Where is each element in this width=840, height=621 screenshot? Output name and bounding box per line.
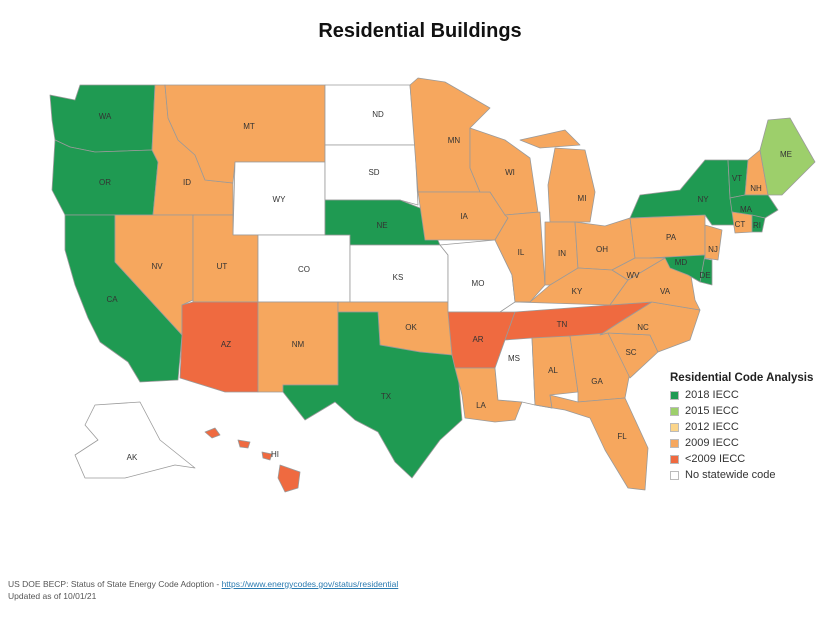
label-LA: LA xyxy=(476,401,486,410)
label-PA: PA xyxy=(666,233,677,242)
label-KS: KS xyxy=(393,273,404,282)
legend-label: 2012 IECC xyxy=(685,421,739,433)
state-RI[interactable] xyxy=(751,214,766,233)
label-FL: FL xyxy=(617,432,627,441)
source-line: US DOE BECP: Status of State Energy Code… xyxy=(8,578,398,590)
state-TX[interactable] xyxy=(282,311,463,479)
legend-item-2009[interactable]: 2009 IECC xyxy=(670,435,813,451)
updated-date: Updated as of 10/01/21 xyxy=(8,591,97,601)
state-FL[interactable] xyxy=(534,394,649,491)
legend-item-lt2009[interactable]: <2009 IECC xyxy=(670,451,813,467)
state-HI[interactable] xyxy=(204,427,301,493)
state-NY[interactable] xyxy=(629,159,736,226)
label-IL: IL xyxy=(518,248,525,257)
legend-items: 2018 IECC 2015 IECC 2012 IECC 2009 IECC … xyxy=(670,387,813,483)
label-TX: TX xyxy=(381,392,392,401)
label-MO: MO xyxy=(472,279,485,288)
label-AL: AL xyxy=(548,366,558,375)
state-NC[interactable] xyxy=(599,301,701,353)
legend-item-2018[interactable]: 2018 IECC xyxy=(670,387,813,403)
state-ND[interactable] xyxy=(324,84,416,146)
label-NE: NE xyxy=(376,221,387,230)
state-NJ[interactable] xyxy=(704,224,723,261)
label-MI: MI xyxy=(578,194,587,203)
label-UT: UT xyxy=(217,262,228,271)
label-GA: GA xyxy=(591,377,603,386)
label-MN: MN xyxy=(448,136,461,145)
label-CT: CT xyxy=(735,220,746,229)
label-TN: TN xyxy=(557,320,568,329)
legend-swatch xyxy=(670,406,679,416)
legend-label: 2009 IECC xyxy=(685,437,739,449)
label-MS: MS xyxy=(508,354,520,363)
label-ND: ND xyxy=(372,110,384,119)
label-AZ: AZ xyxy=(221,340,231,349)
label-ME: ME xyxy=(780,150,792,159)
legend-item-2015[interactable]: 2015 IECC xyxy=(670,403,813,419)
legend-swatch xyxy=(670,390,679,400)
label-SD: SD xyxy=(368,168,379,177)
label-MT: MT xyxy=(243,122,255,131)
label-NY: NY xyxy=(697,195,709,204)
state-MD[interactable] xyxy=(649,254,706,283)
legend-label: 2015 IECC xyxy=(685,405,739,417)
map-title: Residential Buildings xyxy=(318,20,522,42)
label-WA: WA xyxy=(99,112,112,121)
label-NV: NV xyxy=(151,262,163,271)
legend-swatch xyxy=(670,470,679,480)
legend-label: <2009 IECC xyxy=(685,453,746,465)
state-AZ[interactable] xyxy=(179,301,259,393)
legend-swatch xyxy=(670,438,679,448)
label-WV: WV xyxy=(627,271,641,280)
legend-label: 2018 IECC xyxy=(685,389,739,401)
label-OR: OR xyxy=(99,178,111,187)
label-ID: ID xyxy=(183,178,191,187)
label-AK: AK xyxy=(127,453,138,462)
state-OH[interactable] xyxy=(574,217,636,271)
label-VT: VT xyxy=(732,174,742,183)
label-WI: WI xyxy=(505,168,515,177)
label-CA: CA xyxy=(106,295,118,304)
label-WY: WY xyxy=(273,195,287,204)
footer: US DOE BECP: Status of State Energy Code… xyxy=(8,578,398,602)
state-AK[interactable] xyxy=(74,401,196,479)
label-DE: DE xyxy=(699,271,710,280)
legend-swatch xyxy=(670,422,679,432)
label-MD: MD xyxy=(675,258,688,267)
label-NM: NM xyxy=(292,340,305,349)
source-link[interactable]: https://www.energycodes.gov/status/resid… xyxy=(221,579,399,589)
legend: Residential Code Analysis 2018 IECC 2015… xyxy=(670,372,813,483)
label-VA: VA xyxy=(660,287,671,296)
legend-title: Residential Code Analysis xyxy=(670,372,814,384)
label-MA: MA xyxy=(740,205,753,214)
label-AR: AR xyxy=(472,335,483,344)
state-labels: WA OR CA ID NV MT WY UT AZ CO NM ND SD N… xyxy=(99,110,792,462)
label-IN: IN xyxy=(558,249,566,258)
label-OK: OK xyxy=(405,323,417,332)
label-NC: NC xyxy=(637,323,649,332)
label-IA: IA xyxy=(460,212,468,221)
label-RI: RI xyxy=(753,221,761,230)
legend-swatch xyxy=(670,454,679,464)
label-NH: NH xyxy=(750,184,762,193)
label-KY: KY xyxy=(572,287,583,296)
source-text: US DOE BECP: Status of State Energy Code… xyxy=(8,579,222,589)
state-MI[interactable] xyxy=(519,129,596,223)
legend-item-none[interactable]: No statewide code xyxy=(670,467,813,483)
legend-label: No statewide code xyxy=(685,469,776,481)
label-NJ: NJ xyxy=(708,245,718,254)
state-SD[interactable] xyxy=(324,144,419,206)
label-CO: CO xyxy=(298,265,310,274)
legend-item-2012[interactable]: 2012 IECC xyxy=(670,419,813,435)
label-OH: OH xyxy=(596,245,608,254)
label-SC: SC xyxy=(625,348,636,357)
label-HI: HI xyxy=(271,450,279,459)
